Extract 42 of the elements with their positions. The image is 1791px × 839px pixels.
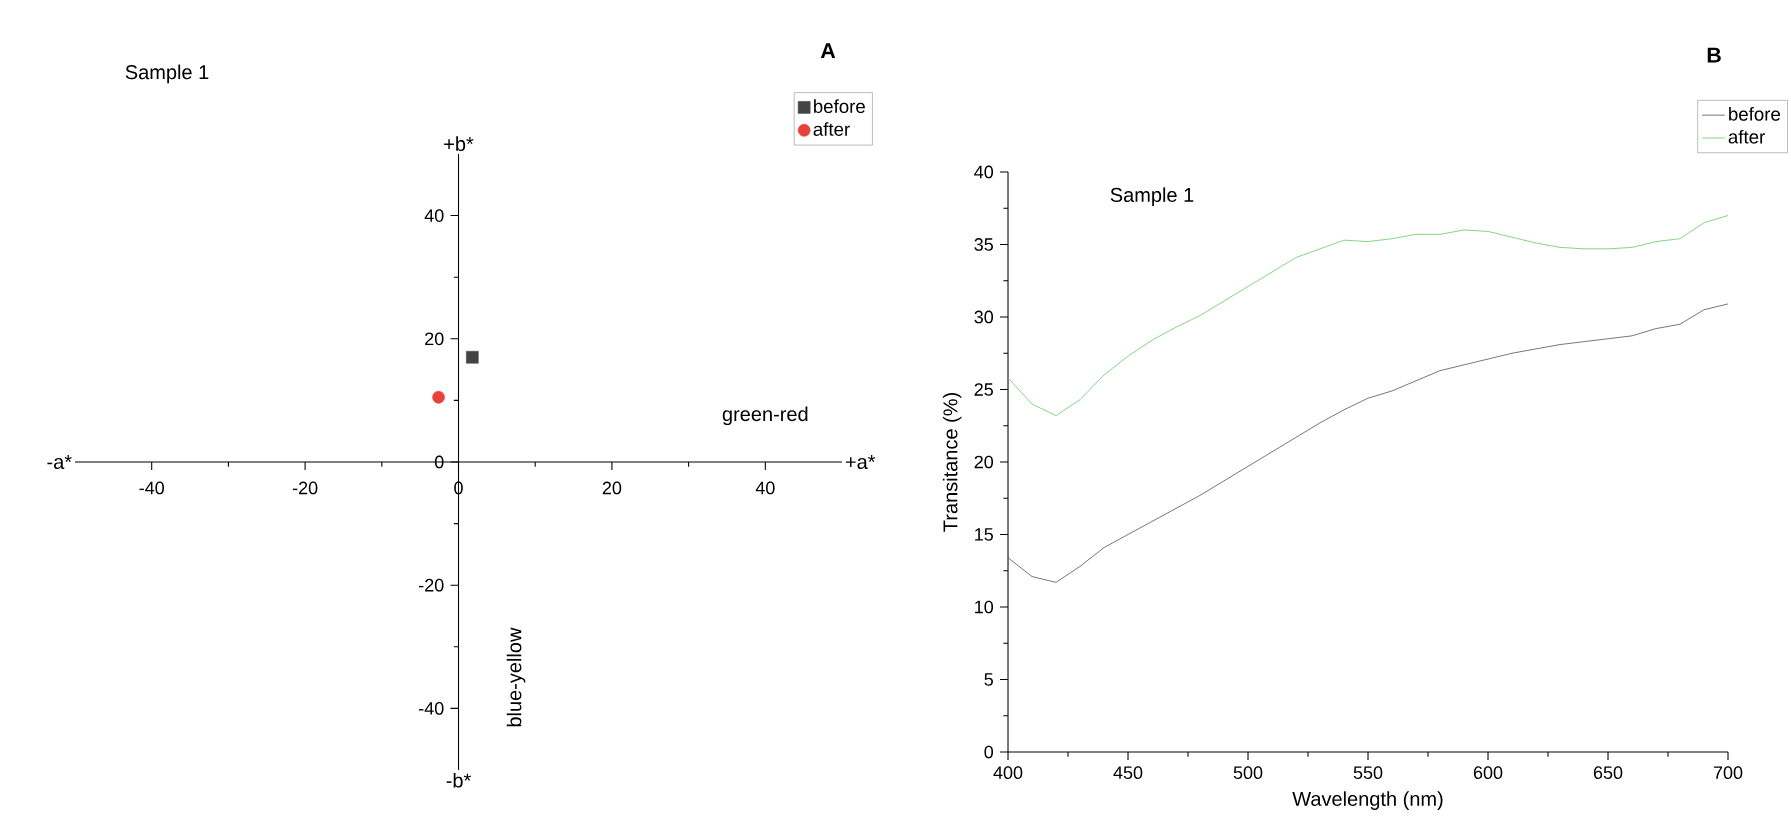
x-tick-label: 550 (1353, 766, 1383, 779)
chart-title: A (820, 43, 836, 58)
x-tick-label: 600 (1473, 766, 1503, 779)
y-tick-label: 40 (974, 165, 994, 179)
line-series (1007, 215, 1729, 416)
x-tick-label: -20 (292, 481, 318, 495)
x-tick-label: 20 (602, 481, 622, 495)
y-tick-label: 5 (984, 673, 993, 686)
chart-title: B (1707, 47, 1721, 63)
text: +a* (845, 455, 876, 469)
annotation: blue-yellow (506, 627, 526, 727)
y-tick-label: 0 (984, 745, 994, 759)
annotation: Sample 1 (1110, 187, 1194, 206)
y-tick-label: 30 (974, 310, 994, 324)
text: +b* (444, 136, 474, 152)
y-tick-label: 25 (974, 383, 993, 396)
y-tick-label: -40 (419, 702, 444, 715)
text: Sample 1 (125, 64, 209, 84)
legend-label: before (814, 99, 865, 114)
y-tick-label: 20 (974, 455, 994, 469)
text: -a* (47, 455, 72, 469)
y-axis-title: Transitance (%) (942, 393, 962, 532)
y-tick-label: 35 (974, 238, 993, 251)
annotation: green-red (722, 406, 808, 426)
x-tick-label: 400 (993, 766, 1023, 779)
y-tick-label: 40 (424, 209, 444, 222)
text: -b* (446, 772, 471, 788)
y-tick-label: 15 (975, 528, 993, 541)
x-tick-label: -40 (139, 481, 164, 495)
y-tick-label: 10 (975, 600, 994, 614)
y-tick-label: -20 (419, 578, 444, 592)
x-tick-label: 500 (1233, 766, 1263, 779)
x-tick-label: 650 (1593, 766, 1623, 779)
x-axis-title: Wavelength (nm) (1292, 791, 1443, 810)
legend-label: after (813, 122, 850, 136)
x-tick-label: 40 (755, 481, 775, 495)
legend-label: after (1728, 129, 1765, 144)
y-tick-label: 0 (434, 455, 444, 469)
legend-label: before (1729, 107, 1781, 121)
y-tick-label: 20 (425, 332, 444, 346)
x-tick-label: 450 (1113, 766, 1143, 779)
x-tick-label: 700 (1713, 766, 1743, 779)
